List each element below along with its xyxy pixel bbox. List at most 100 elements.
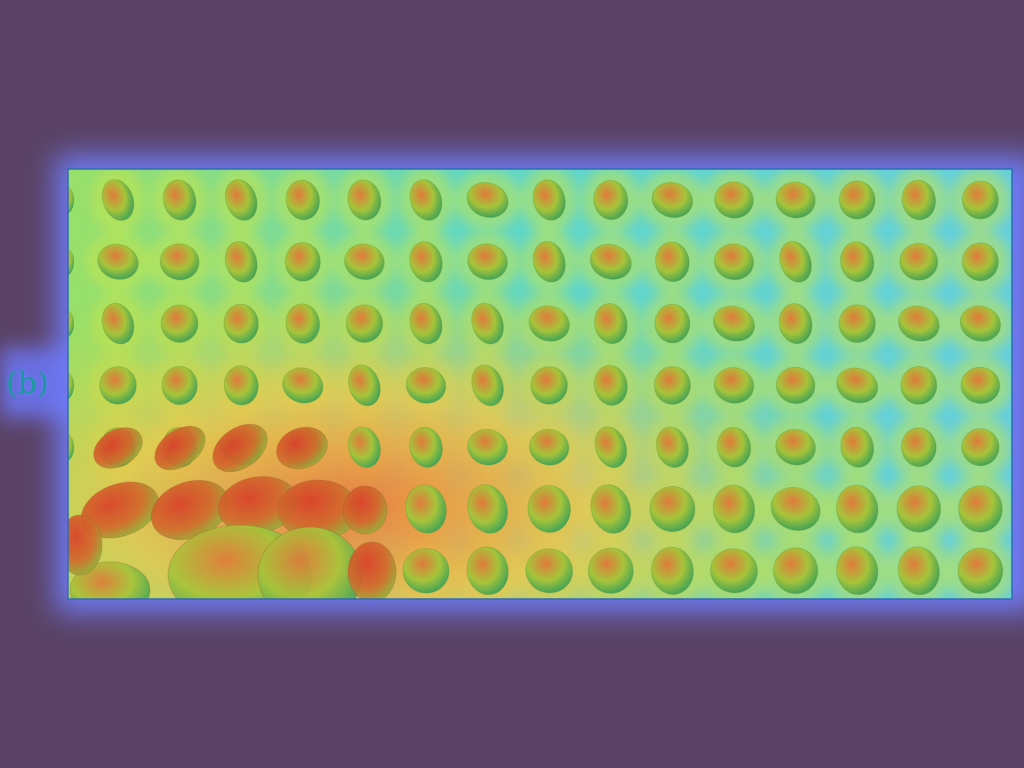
lattice-blob (101, 179, 135, 221)
lattice-blob (471, 364, 504, 407)
lattice-blob (838, 180, 876, 220)
lattice-blob (590, 484, 632, 534)
lattice-blob (772, 547, 819, 595)
heatmap-frame (67, 168, 1013, 600)
cluster-blob (68, 514, 103, 576)
cluster-blob (93, 427, 143, 469)
edge-blob (68, 433, 74, 461)
lattice-blob (409, 302, 443, 345)
lattice-blob (284, 241, 321, 282)
lattice-blob (466, 546, 509, 596)
lattice-blob (282, 367, 324, 404)
lattice-blob (713, 243, 755, 281)
lattice-blob (897, 546, 940, 596)
lattice-blob (529, 428, 570, 466)
cluster-layer (68, 423, 397, 599)
lattice-blob (779, 240, 812, 283)
cluster-blob (154, 425, 206, 471)
lattice-blob (162, 179, 197, 221)
lattice-blob (97, 243, 139, 280)
lattice-blob (223, 303, 259, 344)
lattice-blob (775, 366, 816, 405)
lattice-blob (527, 485, 571, 533)
lattice-blob (344, 243, 385, 281)
lattice-blob (345, 304, 384, 343)
lattice-blob (896, 485, 942, 533)
lattice-blob (899, 242, 939, 281)
lattice-blob (285, 179, 321, 221)
lattice-blob (532, 179, 566, 221)
lattice-blob (840, 426, 875, 468)
cluster-blob (347, 541, 397, 599)
lattice-blob (961, 242, 999, 282)
lattice-blob (901, 179, 937, 221)
lattice-blob (775, 428, 816, 466)
lattice-blob (587, 547, 634, 594)
lattice-blob (840, 241, 875, 283)
lattice-blob (224, 179, 258, 221)
lattice-blob (409, 241, 443, 283)
lattice-blob (159, 243, 200, 281)
lattice-blob (593, 364, 628, 406)
lattice-blob (655, 426, 689, 468)
lattice-blob (224, 240, 258, 283)
cluster-blob (342, 485, 388, 535)
lattice-blob (959, 305, 1002, 342)
panel-label: (b) (6, 366, 49, 401)
lattice-blob (960, 366, 1001, 404)
lattice-blob (900, 427, 937, 468)
lattice-blob (409, 426, 443, 468)
lattice-blob (161, 365, 198, 406)
lattice-blob (467, 484, 509, 534)
lattice-blob (466, 181, 509, 219)
lattice-blob (957, 547, 1004, 595)
edge-blob (68, 186, 74, 214)
lattice-blob (589, 243, 632, 280)
blob-layer (68, 179, 1004, 596)
lattice-blob (838, 304, 876, 343)
lattice-blob (778, 303, 813, 345)
lattice-blob (405, 367, 447, 404)
lattice-blob (653, 365, 691, 405)
lattice-blob (714, 181, 754, 219)
lattice-blob (525, 548, 574, 594)
lattice-blob (712, 484, 756, 534)
lattice-blob (655, 241, 690, 283)
lattice-blob (347, 179, 382, 221)
lattice-blob (347, 426, 381, 468)
lattice-blob (532, 241, 566, 283)
lattice-blob (836, 546, 879, 596)
lattice-blob (716, 426, 752, 468)
lattice-blob (471, 302, 504, 345)
lattice-blob (402, 548, 450, 594)
lattice-blob (654, 303, 691, 344)
lattice-blob (712, 305, 756, 342)
edge-blob (68, 371, 74, 399)
lattice-blob (528, 305, 570, 342)
lattice-blob (775, 181, 816, 219)
lattice-blob (961, 428, 1000, 467)
lattice-blob (651, 181, 694, 219)
lattice-blob (467, 428, 508, 466)
lattice-blob (961, 180, 999, 220)
lattice-blob (958, 485, 1003, 533)
edge-blob (68, 248, 74, 276)
lattice-blob (99, 366, 137, 405)
lattice-blob (593, 179, 629, 221)
lattice-blob (409, 179, 443, 221)
lattice-blob (223, 365, 259, 406)
lattice-blob (836, 367, 879, 404)
lattice-blob (594, 426, 628, 469)
lattice-blob (770, 486, 821, 532)
lattice-blob (160, 304, 199, 343)
edge-blob (68, 310, 74, 338)
cluster-blob (276, 426, 328, 470)
lattice-blob (530, 366, 568, 405)
lattice-blob (900, 365, 938, 405)
lattice-blob (285, 303, 321, 344)
lattice-blob (897, 305, 940, 342)
lattice-blob (467, 243, 508, 281)
lattice-blob (101, 302, 135, 345)
